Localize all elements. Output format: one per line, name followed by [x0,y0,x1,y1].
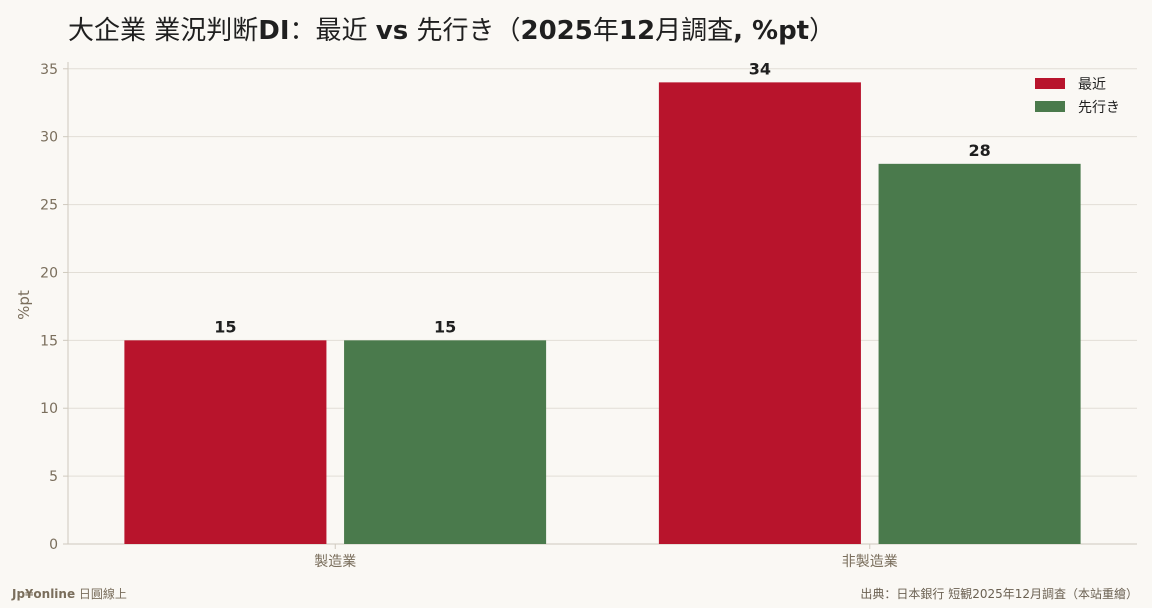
y-tick-label: 0 [49,537,58,553]
bar-outlook [344,340,547,544]
x-tick-label: 非製造業 [842,554,898,570]
bar-recent [124,340,327,544]
title-text-6: 2025 [520,16,593,46]
brand-subtitle: 日圓線上 [75,587,127,601]
y-tick-label: 25 [40,198,58,214]
bar-value-label: 28 [968,141,990,160]
y-tick-label: 20 [40,265,58,281]
legend-swatch [1035,101,1065,112]
y-axis-label: %pt [15,290,33,320]
source-note: 出典：日本銀行 短観2025年12月調査（本站重繪） [860,587,1138,601]
legend-label: 先行き [1078,100,1120,116]
data-labels: 15 15 34 28 [214,59,990,336]
title-text-11: ） [809,16,836,46]
bars [124,82,1081,544]
legend-label: 最近 [1078,77,1106,93]
title-text-1: 大企業 業況判断 [68,16,259,46]
title-text-3: ：最近 [289,16,376,46]
chart-title: 大企業 業況判断DI：最近 vs 先行き（2025年12月調査, %pt） [68,10,835,47]
y-tick-label: 10 [40,401,58,417]
title-text-2: DI [258,16,290,46]
title-text-7: 年 [592,16,619,46]
title-text-9: 月調査 [655,16,734,46]
title-text-8: 12 [618,16,656,46]
title-text-10: , %pt [733,16,810,46]
bar-recent [658,82,861,544]
legend-swatch [1035,78,1065,89]
y-tick-label: 30 [40,130,58,146]
y-tick-label: 15 [40,333,58,349]
y-tick-label: 5 [49,469,58,485]
bar-value-label: 34 [749,59,771,78]
title-text-4: vs [375,16,409,46]
brand-name: Jp¥online [12,587,76,601]
bar-value-label: 15 [434,317,456,336]
title-text-5: 先行き（ [408,16,521,46]
bar-value-label: 15 [214,317,236,336]
y-tick-label: 35 [40,62,58,78]
bar-outlook [878,163,1081,544]
brand-credit: Jp¥online 日圓線上 [12,585,127,602]
x-tick-label: 製造業 [314,554,356,570]
